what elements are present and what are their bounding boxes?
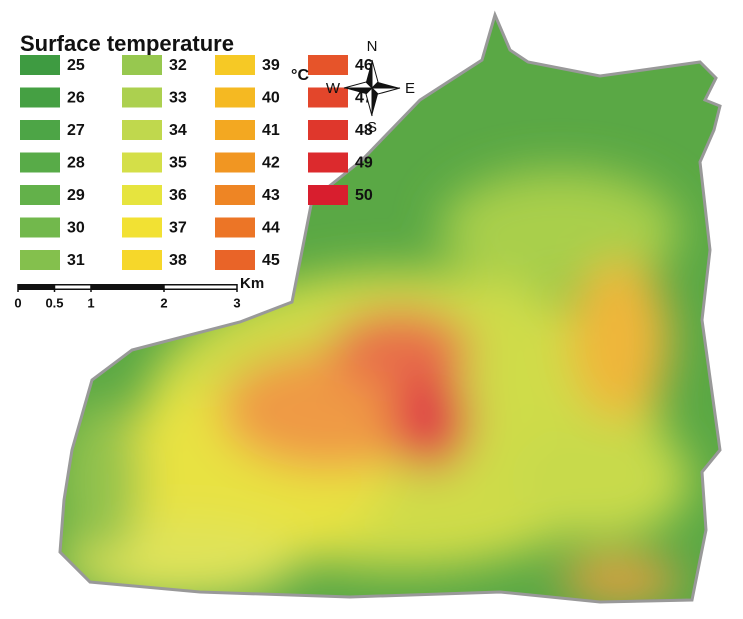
legend-label: 31 bbox=[67, 252, 85, 269]
legend-label: 49 bbox=[355, 155, 373, 172]
legend-swatch bbox=[215, 153, 255, 173]
compass-south: S bbox=[367, 119, 377, 136]
legend-swatch bbox=[122, 55, 162, 75]
legend-swatch bbox=[20, 153, 60, 173]
scale-tick-label: 0 bbox=[14, 295, 21, 310]
scale-segment bbox=[164, 286, 237, 289]
legend-swatch bbox=[122, 120, 162, 140]
legend-swatch bbox=[122, 250, 162, 270]
scale-tick-label: 2 bbox=[160, 295, 167, 310]
legend-label: 45 bbox=[262, 252, 280, 269]
legend-label: 38 bbox=[169, 252, 187, 269]
legend-label: 25 bbox=[67, 57, 85, 74]
legend-label: 36 bbox=[169, 187, 187, 204]
compass-east: E bbox=[405, 80, 415, 97]
compass-north: N bbox=[367, 38, 378, 55]
legend-swatch bbox=[215, 55, 255, 75]
legend-label: 27 bbox=[67, 122, 85, 139]
legend-swatch bbox=[215, 250, 255, 270]
legend-swatch bbox=[20, 120, 60, 140]
legend-swatch bbox=[20, 218, 60, 238]
legend-label: 37 bbox=[169, 220, 187, 237]
legend-swatch bbox=[20, 185, 60, 205]
legend-label: 42 bbox=[262, 155, 280, 172]
legend-label: 35 bbox=[169, 155, 187, 172]
legend-label: 41 bbox=[262, 122, 280, 139]
legend-label: 34 bbox=[169, 122, 187, 139]
legend-label: 33 bbox=[169, 90, 187, 107]
legend-swatch bbox=[308, 120, 348, 140]
legend-swatch bbox=[20, 88, 60, 108]
legend-label: 29 bbox=[67, 187, 85, 204]
legend-label: 40 bbox=[262, 90, 280, 107]
legend-label: 44 bbox=[262, 220, 280, 237]
legend-label: 28 bbox=[67, 155, 85, 172]
legend-label: 26 bbox=[67, 90, 85, 107]
map-title: Surface temperature bbox=[20, 31, 234, 56]
scale-bar: 0 0.5 1 2 3 bbox=[14, 284, 240, 310]
legend-label: 30 bbox=[67, 220, 85, 237]
scale-tick-label: 1 bbox=[87, 295, 94, 310]
legend-swatch bbox=[122, 218, 162, 238]
scale-segment bbox=[55, 286, 92, 289]
legend-swatch bbox=[215, 218, 255, 238]
legend-swatch bbox=[215, 88, 255, 108]
page: Surface temperature 25262728293031323334… bbox=[0, 0, 743, 619]
compass-west: W bbox=[326, 80, 341, 97]
legend-swatch bbox=[122, 185, 162, 205]
legend-label: 32 bbox=[169, 57, 187, 74]
legend-label: 39 bbox=[262, 57, 280, 74]
legend-label: 50 bbox=[355, 187, 373, 204]
legend-swatch bbox=[122, 153, 162, 173]
legend-swatch bbox=[20, 55, 60, 75]
legend-swatch bbox=[215, 185, 255, 205]
legend-label: 43 bbox=[262, 187, 280, 204]
legend-swatch bbox=[308, 55, 348, 75]
legend-unit: °C bbox=[291, 67, 309, 84]
legend-swatch bbox=[215, 120, 255, 140]
scale-tick-label: 0.5 bbox=[45, 295, 63, 310]
legend-swatch bbox=[308, 185, 348, 205]
legend-swatch bbox=[308, 153, 348, 173]
scale-tick-label: 3 bbox=[233, 295, 240, 310]
legend-swatch bbox=[20, 250, 60, 270]
scale-unit: Km bbox=[240, 275, 264, 292]
legend-swatch bbox=[122, 88, 162, 108]
map: Surface temperature 25262728293031323334… bbox=[0, 0, 743, 619]
